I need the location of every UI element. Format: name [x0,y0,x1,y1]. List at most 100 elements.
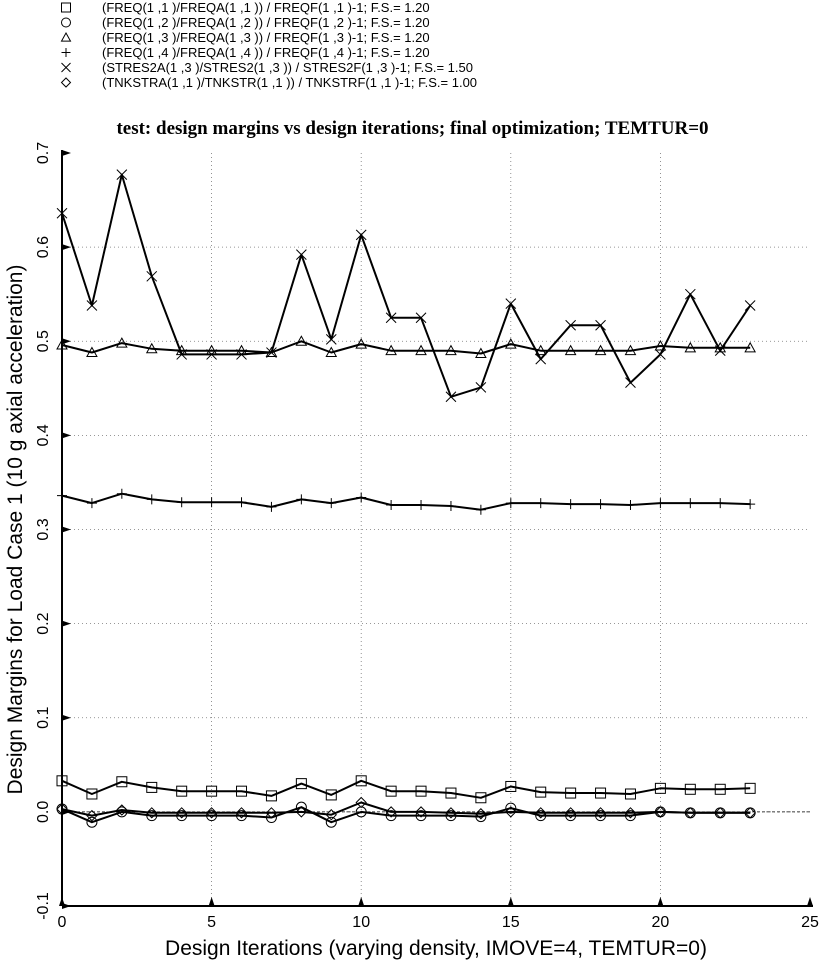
data-point [744,782,756,794]
legend-label: (STRES2A(1 ,3 )/STRES2(1 ,3 )) / STRES2F… [102,60,473,75]
x-tick-label: 0 [58,914,67,931]
data-point [86,300,98,311]
data-point [744,807,756,819]
data-point [624,344,637,356]
series-square [56,775,756,804]
data-point [265,807,278,819]
x-axis-label: Design Iterations (varying density, IMOV… [165,937,707,960]
data-point [684,807,697,819]
data-point [595,319,606,331]
series-line [61,806,751,824]
legend-marker [61,62,71,73]
y-tick-label: 0.0 [35,801,52,823]
data-point [116,488,127,499]
y-tick [62,620,71,627]
data-point [564,807,577,819]
data-point [445,344,457,356]
legend-label: (TNKSTRA(1 ,1 )/TNKSTR(1 ,1 )) / TNKSTRF… [102,75,478,90]
data-point [236,497,247,508]
data-point [176,497,187,508]
data-point [654,806,667,818]
data-point [176,349,188,360]
data-point [355,229,367,241]
data-point [385,785,397,797]
series-triangle [56,335,757,358]
legend-square-icon [61,2,71,13]
legend-label: (FREQ(1 ,2 )/FREQA(1 ,2 )) / FREQF(1 ,2 … [102,15,430,30]
data-point [296,249,307,261]
y-tick-label: 0.3 [35,518,52,540]
data-point [475,504,486,515]
data-point [594,807,607,819]
data-point [565,787,577,799]
y-tick-label: 0.5 [35,330,52,352]
data-point [445,787,457,799]
legend-label: (FREQ(1 ,3 )/FREQA(1 ,3 )) / FREQF(1 ,3 … [102,30,430,45]
data-point [385,810,397,822]
data-point [595,499,606,510]
data-point [86,809,98,822]
y-tick [62,244,71,251]
data-point [445,810,457,822]
x-tick [208,897,215,906]
y-tick-label: 0.7 [35,142,52,164]
series-line [61,173,752,398]
data-point [654,782,666,794]
data-point [146,270,158,282]
data-point [206,810,218,822]
chart-title: test: design margins vs design iteration… [116,118,709,139]
data-point [684,783,696,795]
data-point [235,807,248,819]
data-point [415,810,427,822]
data-point [535,498,546,509]
data-point [325,334,337,345]
data-point [116,169,128,181]
data-point [56,338,68,350]
data-point [624,810,636,822]
data-point [416,500,427,511]
data-point [595,787,607,799]
data-point [236,349,247,360]
data-point [535,786,547,798]
data-point [205,807,218,819]
data-point [295,778,307,790]
data-point [624,788,636,800]
data-point [565,810,577,822]
legend-item: (FREQ(1 ,4 )/FREQA(1 ,4 )) / FREQF(1 ,4 … [60,45,800,60]
data-point [655,498,666,509]
data-point [386,500,397,511]
legend-label: (FREQ(1 ,4 )/FREQA(1 ,4 )) / FREQF(1 ,4 … [102,45,430,60]
data-point [206,349,217,360]
y-tick [62,150,71,156]
data-point [475,347,487,358]
data-point [146,781,158,793]
data-point [744,341,757,353]
legend-item: (FREQ(1 ,2 )/FREQA(1 ,2 )) / FREQF(1 ,2 … [60,15,800,30]
data-point [116,804,128,816]
data-point [56,207,68,219]
data-point [265,790,277,802]
data-point [625,500,636,511]
data-point [116,776,128,788]
data-point [266,347,277,358]
data-point [295,806,308,818]
y-axis-label: Design Margins for Load Case 1 (10 g axi… [4,265,27,795]
data-point [355,796,367,809]
data-point [475,382,487,393]
data-point [475,808,487,820]
data-point [57,490,67,501]
data-point [266,501,277,512]
data-point [86,816,98,828]
y-tick-label: 0.2 [35,612,52,634]
tick-layer: 0 5 10 15 20 25 -0.1 0.0 0.1 0.2 0.3 0.4 0.5 0.6 0.7 [35,142,819,931]
x-tick [807,897,813,906]
x-tick [657,897,664,906]
data-point [564,344,577,356]
data-point [176,785,188,797]
series-circle [56,801,756,828]
data-point [685,498,696,509]
legend-cross-icon [61,62,71,73]
data-point [505,498,516,509]
data-point [534,344,547,356]
